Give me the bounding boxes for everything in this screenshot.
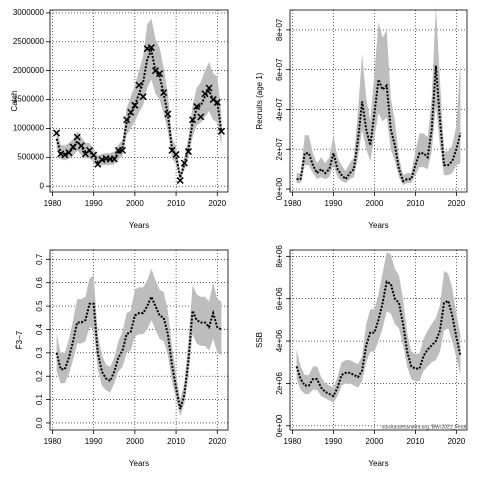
y-axis-label: Recruits (age 1) [255,72,264,129]
x-tick-label: 1990 [85,199,103,208]
observed-point [127,108,135,116]
plot-frame [49,9,229,193]
confidence-band [296,252,461,403]
observed-point [131,101,139,109]
observed-point [77,142,85,150]
y-tick-label: 4e+07 [275,98,284,121]
observed-point [213,98,221,106]
observed-point [73,133,81,141]
x-tick-label: 1990 [325,437,343,446]
y-tick-label: 8e+07 [275,18,284,41]
x-axis-label: Years [129,221,149,230]
x-tick-label: 1980 [284,437,302,446]
observed-point [151,67,160,75]
x-tick-label: 2010 [167,199,185,208]
observed-point [164,110,172,118]
annotation: stockassessment.org, BW-2021_Final [382,424,466,430]
observed-point [209,96,217,104]
x-tick-label: 2000 [126,437,144,446]
estimate-line [295,280,462,398]
observed-point [139,93,147,101]
x-tick-label: 2020 [447,199,465,208]
plot-frame [49,249,229,431]
x-tick-label: 1980 [284,199,302,208]
x-tick-label: 1980 [44,199,62,208]
plot-frame [289,249,468,431]
observed-point [180,159,188,167]
y-tick-label: 6e+07 [275,58,284,81]
x-axis-label: Years [368,459,388,468]
y-axis-label: SSB [255,332,264,348]
observed-point [184,148,192,156]
confidence-band [56,18,222,181]
y-tick-label: 2e+07 [275,137,284,160]
x-axis-label: Years [129,459,149,468]
y-tick-label: 6e+06 [275,287,284,310]
y-tick-label: 0.6 [35,277,44,289]
y-tick-label: 2e+06 [275,372,284,395]
y-tick-label: 2000000 [13,66,45,75]
y-tick-label: 1500000 [13,95,45,104]
observed-point [205,84,213,92]
observed-point [90,151,98,159]
y-tick-label: 0.5 [35,300,44,312]
y-tick-label: 1000000 [13,124,45,133]
x-tick-label: 2000 [126,199,144,208]
observed-point [110,155,118,163]
y-tick-label: 0 [40,181,45,190]
observed-point [118,146,127,154]
observed-point [172,150,180,158]
estimate-line [55,294,222,410]
observed-point [147,44,155,52]
y-tick-label: 0.1 [35,394,44,406]
confidence-band [296,6,461,186]
observed-point [53,129,61,137]
x-tick-label: 2020 [208,199,226,208]
y-tick-label: 4e+06 [275,329,284,352]
x-tick-label: 1980 [44,437,62,446]
x-tick-label: 1990 [325,199,343,208]
y-tick-label: 0.0 [35,417,44,429]
observed-point [201,90,209,98]
x-tick-label: 2020 [208,437,226,446]
y-axis-label: Catch [10,91,19,112]
x-tick-label: 2010 [406,437,424,446]
estimate-line [296,65,462,183]
x-tick-label: 2000 [366,437,384,446]
y-tick-label: 2500000 [13,37,45,46]
observed-point [160,89,168,97]
observed-point [176,176,184,184]
y-axis-label: F̄3−7 [15,330,24,349]
observed-point [135,81,143,89]
observed-point [156,70,164,78]
x-tick-label: 1990 [85,437,103,446]
observed-point [123,116,131,124]
observed-point [65,149,73,157]
observed-point [61,151,69,159]
observed-point [69,143,77,151]
y-tick-label: 0.7 [35,253,44,265]
x-tick-label: 2010 [167,437,185,446]
confidence-band [56,268,222,416]
y-tick-label: 0e+00 [275,177,284,200]
x-tick-label: 2010 [406,199,424,208]
y-tick-label: 8e+06 [275,245,284,268]
y-tick-label: 0e+00 [275,414,284,437]
observed-point [197,113,205,121]
y-tick-label: 500000 [17,152,44,161]
observed-point [217,127,225,135]
y-tick-label: 3000000 [13,8,45,17]
x-axis-label: Years [368,221,388,230]
y-tick-label: 0.3 [35,347,44,359]
y-tick-label: 0.2 [35,370,44,382]
y-tick-label: 0.4 [35,323,44,335]
x-tick-label: 2020 [447,437,465,446]
observed-point [189,116,197,124]
observed-point [193,102,201,111]
plot-frame [289,9,468,193]
x-tick-label: 2000 [366,199,384,208]
